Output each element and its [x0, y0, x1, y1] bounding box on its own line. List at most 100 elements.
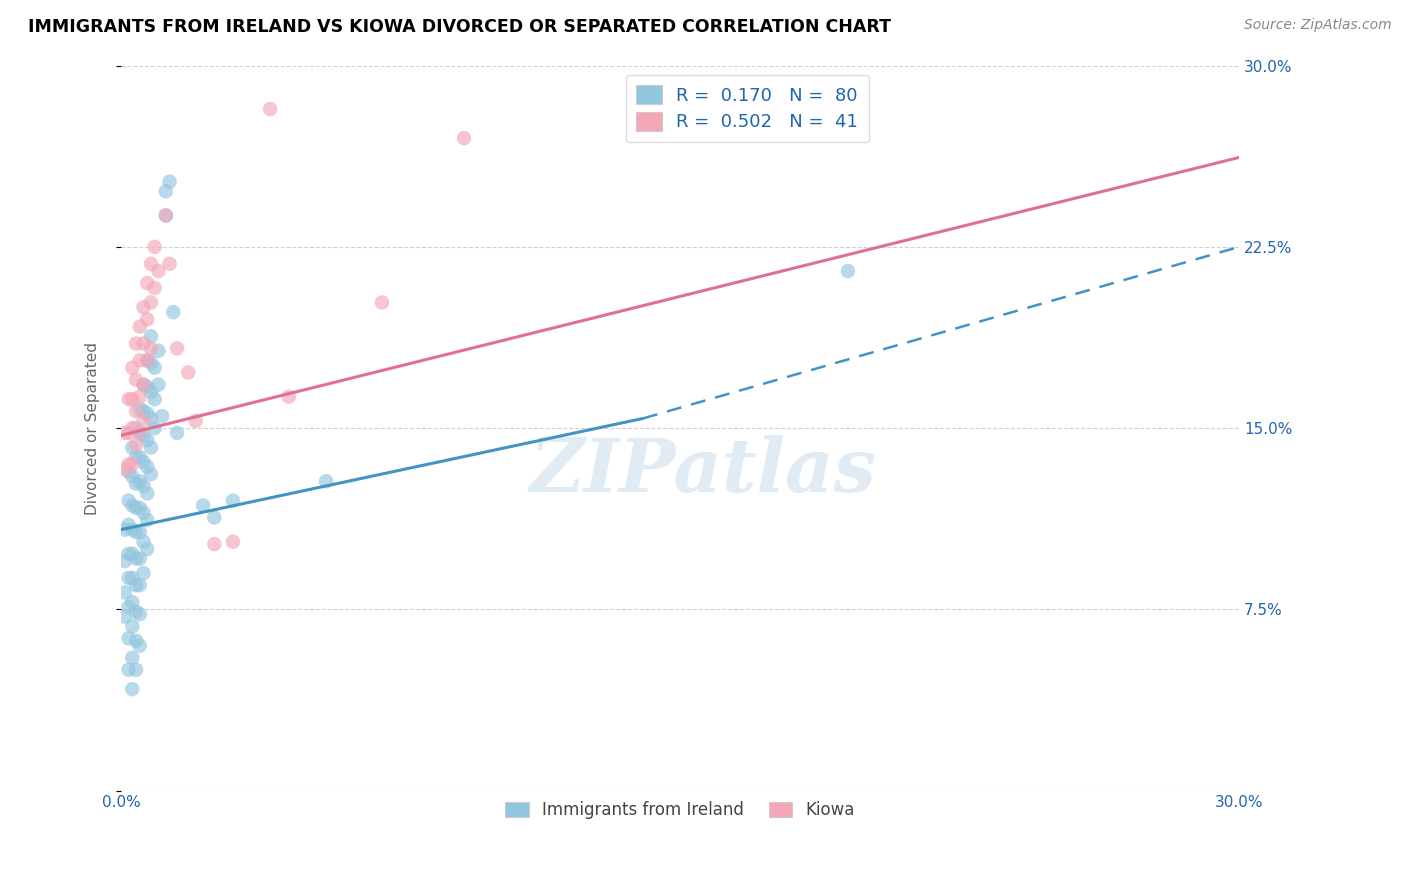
Point	[132, 377, 155, 392]
Point	[121, 469, 143, 483]
Point	[121, 619, 143, 633]
Point	[132, 404, 155, 418]
Point	[125, 605, 148, 619]
Point	[148, 264, 170, 278]
Point	[202, 537, 225, 551]
Point	[128, 500, 150, 515]
Point	[143, 421, 166, 435]
Point	[132, 336, 155, 351]
Point	[132, 455, 155, 469]
Point	[121, 360, 143, 375]
Point	[143, 281, 166, 295]
Point	[184, 414, 207, 428]
Point	[125, 438, 148, 452]
Point	[155, 184, 177, 198]
Point	[121, 650, 143, 665]
Point	[136, 486, 159, 500]
Point	[136, 407, 159, 421]
Point	[132, 534, 155, 549]
Point	[150, 409, 173, 423]
Legend: Immigrants from Ireland, Kiowa: Immigrants from Ireland, Kiowa	[499, 795, 862, 826]
Point	[222, 534, 245, 549]
Point	[114, 554, 136, 568]
Point	[132, 377, 155, 392]
Point	[125, 551, 148, 566]
Point	[125, 500, 148, 515]
Point	[128, 450, 150, 464]
Point	[136, 513, 159, 527]
Point	[191, 499, 214, 513]
Point	[139, 295, 162, 310]
Y-axis label: Divorced or Separated: Divorced or Separated	[86, 342, 100, 515]
Point	[155, 209, 177, 223]
Point	[315, 475, 337, 489]
Point	[121, 458, 143, 472]
Point	[114, 523, 136, 537]
Point	[114, 609, 136, 624]
Point	[136, 312, 159, 326]
Point	[132, 479, 155, 493]
Point	[117, 663, 139, 677]
Point	[148, 377, 170, 392]
Point	[453, 131, 475, 145]
Point	[121, 421, 143, 435]
Point	[114, 425, 136, 440]
Point	[139, 342, 162, 356]
Text: Source: ZipAtlas.com: Source: ZipAtlas.com	[1244, 18, 1392, 32]
Point	[121, 571, 143, 585]
Point	[117, 547, 139, 561]
Point	[125, 404, 148, 418]
Point	[114, 462, 136, 476]
Point	[117, 571, 139, 585]
Point	[259, 102, 281, 116]
Point	[166, 342, 188, 356]
Point	[139, 384, 162, 399]
Point	[125, 373, 148, 387]
Point	[121, 392, 143, 406]
Point	[121, 595, 143, 609]
Point	[159, 175, 181, 189]
Point	[139, 411, 162, 425]
Point	[125, 633, 148, 648]
Point	[139, 441, 162, 455]
Text: IMMIGRANTS FROM IRELAND VS KIOWA DIVORCED OR SEPARATED CORRELATION CHART: IMMIGRANTS FROM IRELAND VS KIOWA DIVORCE…	[28, 18, 891, 36]
Point	[136, 353, 159, 368]
Point	[139, 257, 162, 271]
Point	[132, 566, 155, 580]
Point	[132, 428, 155, 442]
Point	[117, 599, 139, 614]
Point	[128, 425, 150, 440]
Point	[136, 459, 159, 474]
Point	[128, 551, 150, 566]
Point	[125, 336, 148, 351]
Point	[121, 682, 143, 697]
Point	[139, 467, 162, 481]
Point	[143, 392, 166, 406]
Point	[139, 356, 162, 370]
Point	[121, 499, 143, 513]
Text: ZIPatlas: ZIPatlas	[529, 435, 876, 508]
Point	[121, 441, 143, 455]
Point	[136, 541, 159, 556]
Point	[202, 510, 225, 524]
Point	[837, 264, 859, 278]
Point	[128, 524, 150, 539]
Point	[117, 392, 139, 406]
Point	[125, 421, 148, 435]
Point	[155, 209, 177, 223]
Point	[117, 425, 139, 440]
Point	[114, 585, 136, 599]
Point	[136, 276, 159, 290]
Point	[128, 319, 150, 334]
Point	[125, 578, 148, 592]
Point	[162, 305, 184, 319]
Point	[117, 465, 139, 479]
Point	[371, 295, 394, 310]
Point	[277, 390, 299, 404]
Point	[132, 506, 155, 520]
Point	[177, 366, 200, 380]
Point	[128, 607, 150, 622]
Point	[143, 360, 166, 375]
Point	[121, 523, 143, 537]
Point	[128, 353, 150, 368]
